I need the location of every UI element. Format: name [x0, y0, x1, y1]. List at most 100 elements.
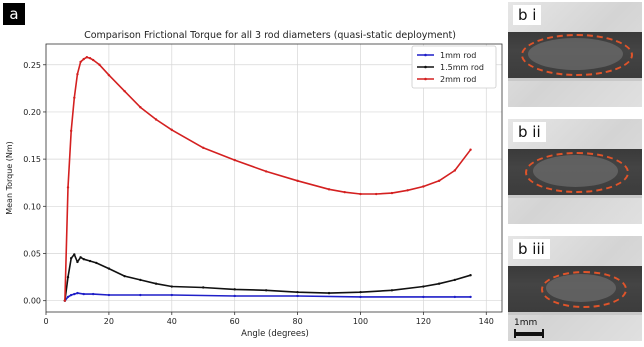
scale-bar: [514, 329, 544, 338]
data-point: [469, 148, 472, 151]
data-point: [88, 259, 92, 263]
data-point: [296, 179, 299, 183]
micrograph-label: b ii: [513, 122, 546, 142]
x-tick-label: 20: [104, 317, 114, 326]
data-point: [76, 291, 79, 295]
y-tick-label: 0.10: [23, 202, 41, 211]
data-point: [73, 292, 76, 296]
dashed-oval-marker: [541, 271, 627, 308]
series-line-1: [64, 253, 471, 301]
data-point: [359, 295, 362, 299]
micrograph-label: b i: [513, 5, 542, 25]
y-tick-label: 0.20: [23, 108, 41, 117]
data-point: [375, 192, 378, 196]
data-point: [91, 292, 95, 296]
series-line-2: [64, 56, 472, 301]
data-point: [343, 190, 346, 194]
plot-frame: [45, 43, 503, 313]
data-point: [123, 89, 126, 93]
data-point: [69, 293, 73, 297]
data-point: [79, 60, 82, 64]
data-point: [76, 72, 79, 76]
x-axis-label: Angle (degrees): [241, 329, 309, 339]
data-point: [66, 275, 70, 279]
x-tick-label: 40: [167, 317, 177, 326]
data-point: [437, 282, 441, 285]
data-point: [82, 57, 85, 61]
data-point: [422, 295, 425, 299]
data-point: [82, 292, 85, 296]
data-point: [390, 191, 394, 195]
data-point: [154, 118, 158, 121]
data-point: [469, 295, 472, 299]
y-tick-label: 0.00: [23, 297, 41, 306]
data-point: [202, 146, 205, 150]
data-point: [82, 257, 85, 261]
legend-label: 2mm rod: [440, 75, 476, 84]
x-tick-label: 140: [479, 317, 494, 326]
legend-marker: [424, 77, 427, 81]
x-tick-label: 0: [43, 317, 48, 326]
y-axis-label: Mean Torque (Nm): [5, 141, 14, 215]
data-point: [139, 278, 142, 282]
data-point: [453, 295, 457, 299]
data-point: [469, 273, 472, 277]
data-point: [422, 185, 425, 188]
data-point: [264, 289, 268, 292]
data-point: [139, 106, 142, 109]
data-point: [264, 170, 268, 173]
data-point: [91, 58, 95, 62]
data-point: [170, 128, 173, 132]
data-point: [66, 186, 70, 189]
data-point: [69, 129, 73, 133]
dashed-oval-marker: [521, 34, 633, 76]
micrograph-label: b iii: [513, 239, 550, 259]
data-point: [453, 278, 457, 282]
micrograph-b-iii: b iii: [508, 236, 642, 341]
data-point: [202, 286, 205, 289]
data-point: [123, 274, 126, 278]
data-point: [359, 192, 362, 196]
legend: 1mm rod 1.5mm rod 2mm rod: [411, 45, 497, 89]
data-point: [359, 290, 362, 294]
dashed-oval-marker: [525, 152, 629, 193]
data-point: [453, 169, 457, 172]
data-point: [79, 256, 82, 259]
chart-title: Comparison Frictional Torque for all 3 r…: [84, 30, 456, 41]
data-point: [296, 294, 299, 298]
data-point: [327, 291, 331, 295]
data-point: [437, 179, 441, 183]
data-point: [107, 73, 111, 77]
data-point: [76, 260, 79, 264]
x-tick-label: 60: [230, 317, 240, 326]
legend-marker: [424, 65, 427, 69]
panel-label: a: [3, 3, 25, 25]
legend-marker: [424, 53, 427, 57]
micrograph-b-ii: b ii: [508, 119, 642, 224]
scale-bar-label: 1mm: [514, 318, 538, 328]
data-point: [63, 299, 67, 302]
x-tick-label: 120: [416, 317, 431, 326]
x-tick-label: 100: [353, 317, 368, 326]
data-point: [85, 56, 89, 59]
data-point: [69, 257, 73, 260]
data-point: [139, 293, 142, 297]
data-point: [154, 282, 158, 285]
data-point: [107, 293, 111, 297]
data-point: [422, 285, 425, 288]
data-point: [73, 96, 76, 99]
data-point: [233, 294, 236, 298]
data-point: [390, 289, 394, 292]
data-point: [95, 261, 98, 265]
data-point: [296, 290, 299, 294]
data-point: [406, 189, 409, 192]
data-point: [73, 253, 76, 256]
data-point: [233, 288, 236, 291]
data-point: [170, 293, 173, 297]
data-point: [107, 267, 111, 270]
x-tick-label: 80: [292, 317, 302, 326]
data-point: [88, 56, 92, 60]
data-point: [98, 63, 101, 66]
y-tick-label: 0.05: [23, 249, 41, 258]
y-tick-label: 0.15: [23, 155, 41, 164]
